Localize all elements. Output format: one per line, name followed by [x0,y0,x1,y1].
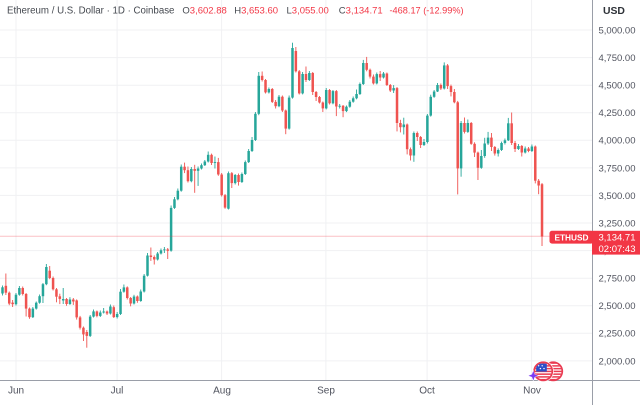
svg-text:Ethereum / U.S. Dollar · 1D ·: Ethereum / U.S. Dollar · 1D · Coinbase [7,6,174,17]
svg-text:2,500.00: 2,500.00 [599,301,636,312]
svg-text:Sep: Sep [317,386,335,397]
svg-text:3,250.00: 3,250.00 [599,218,636,229]
svg-text:L3,055.00: L3,055.00 [287,6,329,17]
svg-text:3,500.00: 3,500.00 [599,191,636,202]
svg-text:2,000.00: 2,000.00 [599,356,636,367]
svg-text:-468.17 (-12.99%): -468.17 (-12.99%) [390,6,464,16]
svg-text:02:07:43: 02:07:43 [599,244,636,255]
svg-text:3,750.00: 3,750.00 [599,163,636,174]
svg-text:4,000.00: 4,000.00 [599,136,636,147]
svg-text:4,500.00: 4,500.00 [599,81,636,92]
svg-text:O3,602.88: O3,602.88 [182,6,226,17]
svg-text:2,250.00: 2,250.00 [599,329,636,340]
svg-text:4,750.00: 4,750.00 [599,53,636,64]
svg-text:Jul: Jul [111,386,124,397]
svg-text:C3,134.71: C3,134.71 [339,6,383,17]
svg-text:Oct: Oct [419,386,435,397]
svg-text:3,134.71: 3,134.71 [599,233,636,244]
svg-text:4,250.00: 4,250.00 [599,108,636,119]
svg-text:5,000.00: 5,000.00 [599,25,636,36]
svg-text:H3,653.60: H3,653.60 [234,6,278,17]
svg-text:Jun: Jun [8,386,24,397]
svg-text:Nov: Nov [523,386,541,397]
svg-text:USD: USD [603,6,625,17]
svg-text:2,750.00: 2,750.00 [599,274,636,285]
svg-text:ETHUSD: ETHUSD [554,232,588,242]
svg-text:Aug: Aug [213,386,231,397]
